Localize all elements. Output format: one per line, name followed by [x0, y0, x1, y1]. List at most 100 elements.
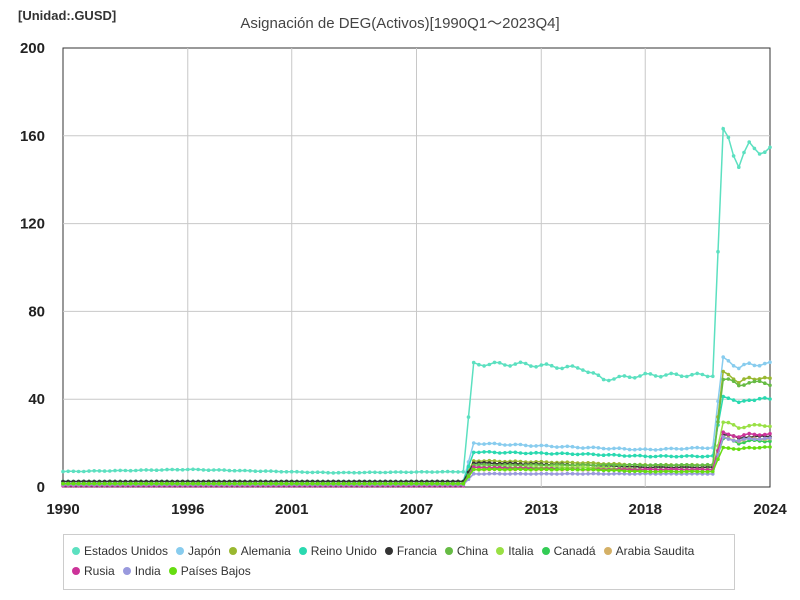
legend-label: Rusia [84, 564, 115, 578]
data-point [253, 469, 258, 474]
data-point [518, 451, 523, 455]
data-point [643, 371, 647, 376]
data-point [669, 463, 673, 468]
data-point [721, 445, 725, 450]
data-point [253, 481, 258, 486]
data-point [269, 469, 273, 473]
y-tick-label: 0 [37, 479, 45, 496]
data-point [149, 468, 154, 472]
legend-label: Japón [188, 544, 221, 558]
data-point [357, 481, 362, 486]
legend-label: Arabia Saudita [615, 544, 695, 558]
legend-marker [496, 546, 505, 555]
data-point [487, 441, 492, 446]
data-point [752, 422, 757, 427]
data-point [622, 463, 627, 468]
data-point [607, 468, 611, 473]
data-point [757, 437, 762, 442]
data-point [721, 377, 725, 382]
data-point [144, 468, 148, 472]
data-point [643, 447, 647, 451]
data-point [331, 471, 336, 475]
data-point [518, 442, 523, 447]
legend-marker [444, 546, 453, 555]
data-point [373, 470, 377, 475]
chart-title: Asignación de DEG(Activos)[1990Q1～2023Q4… [240, 15, 560, 32]
data-point [643, 454, 647, 459]
data-point [529, 467, 533, 472]
legend-item: Japón [176, 541, 221, 561]
data-point [477, 467, 481, 472]
data-point [201, 482, 206, 486]
data-point [685, 374, 689, 379]
data-point [700, 454, 705, 459]
data-point [269, 481, 273, 486]
data-point [705, 454, 710, 459]
data-point [258, 469, 263, 474]
data-point [503, 467, 507, 472]
data-point [440, 481, 445, 486]
data-point [648, 463, 653, 468]
data-point [601, 377, 606, 382]
data-point [596, 446, 601, 450]
data-point [544, 362, 549, 366]
data-point [71, 481, 76, 486]
data-point [591, 445, 596, 450]
data-point [321, 481, 325, 486]
data-point [659, 374, 663, 379]
data-point [97, 469, 102, 473]
data-point [539, 467, 544, 472]
data-point [721, 369, 725, 374]
data-point [492, 360, 497, 365]
series-estados-unidos [61, 126, 772, 475]
data-point [66, 469, 70, 474]
data-point [768, 376, 772, 381]
data-point [289, 469, 294, 474]
data-point [596, 453, 601, 457]
data-point [596, 373, 601, 378]
data-point [659, 454, 663, 458]
data-point [711, 374, 715, 379]
x-tick-label: 2018 [629, 501, 662, 518]
data-point [118, 468, 122, 473]
data-point [388, 470, 393, 475]
data-point [180, 468, 185, 472]
data-point [497, 451, 502, 455]
data-point [669, 371, 673, 376]
data-point [747, 431, 751, 436]
data-point [726, 377, 731, 381]
data-point [695, 371, 699, 376]
data-point [612, 452, 616, 457]
data-point [737, 400, 741, 405]
data-point [591, 371, 596, 375]
data-point [92, 481, 96, 486]
data-point [170, 481, 174, 486]
data-point [435, 481, 440, 486]
data-point [659, 463, 663, 467]
data-point [555, 467, 559, 472]
data-point [607, 453, 611, 457]
legend-item: Estados Unidos [72, 541, 168, 561]
data-point [768, 439, 772, 444]
legend-label: Reino Unido [310, 544, 377, 558]
data-point [747, 140, 751, 144]
data-point [596, 463, 601, 468]
data-point [601, 468, 606, 473]
data-point [492, 467, 497, 472]
data-point [492, 459, 497, 463]
data-point [627, 375, 632, 380]
data-point [674, 467, 679, 472]
data-point [97, 482, 102, 486]
data-point [638, 453, 642, 458]
data-point [513, 450, 518, 455]
data-point [373, 481, 377, 486]
data-point [565, 451, 570, 456]
data-point [315, 481, 320, 486]
data-point [638, 447, 642, 452]
data-point [695, 445, 699, 450]
data-point [263, 469, 268, 473]
data-point [523, 443, 528, 448]
data-point [653, 470, 658, 474]
data-point [581, 472, 585, 476]
data-point [534, 472, 538, 476]
